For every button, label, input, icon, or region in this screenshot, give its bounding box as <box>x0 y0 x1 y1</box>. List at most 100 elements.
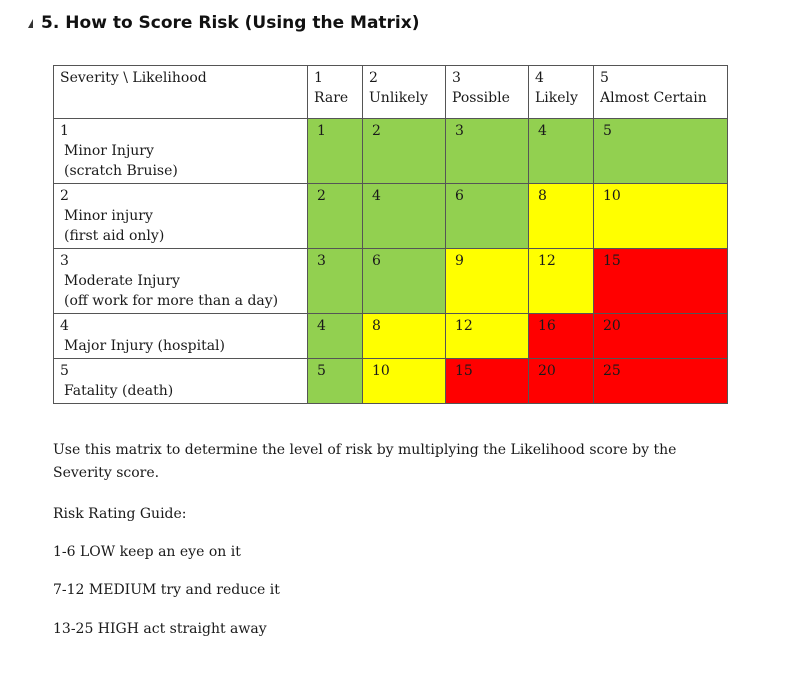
severity-cell: 1 Minor Injury (scratch Bruise) <box>53 118 308 184</box>
score-value: 4 <box>538 123 547 139</box>
score-value: 4 <box>372 188 381 204</box>
score-cell: 20 <box>593 313 728 359</box>
score-cell: 5 <box>307 358 363 404</box>
severity-detail: (off work for more than a day) <box>64 293 279 309</box>
likelihood-label: Rare <box>314 90 349 106</box>
score-cell: 6 <box>445 183 529 249</box>
score-value: 3 <box>317 253 326 269</box>
severity-number: 3 <box>60 253 69 269</box>
score-value: 12 <box>538 253 556 269</box>
section-number: 5. <box>41 13 60 33</box>
score-value: 20 <box>603 318 621 334</box>
severity-detail: (first aid only) <box>64 228 165 244</box>
severity-row-2: 2 Minor injury (first aid only) 2 4 6 8 … <box>53 183 728 249</box>
score-value: 16 <box>538 318 556 334</box>
score-cell: 3 <box>307 248 363 314</box>
score-value: 2 <box>372 123 381 139</box>
severity-row-3: 3 Moderate Injury (off work for more tha… <box>53 248 728 314</box>
score-cell: 3 <box>445 118 529 184</box>
corner-cell: Severity \ Likelihood <box>53 65 308 119</box>
severity-cell: 2 Minor injury (first aid only) <box>53 183 308 249</box>
score-cell: 10 <box>362 358 446 404</box>
severity-label: Moderate Injury <box>64 273 180 289</box>
score-value: 1 <box>317 123 326 139</box>
score-cell: 8 <box>362 313 446 359</box>
score-cell: 5 <box>593 118 728 184</box>
severity-label: Major Injury (hospital) <box>64 338 225 354</box>
score-value: 20 <box>538 363 556 379</box>
score-value: 8 <box>372 318 381 334</box>
likelihood-label: Likely <box>535 90 578 106</box>
severity-number: 2 <box>60 188 69 204</box>
score-value: 25 <box>603 363 621 379</box>
likelihood-number: 5 <box>600 70 609 86</box>
score-value: 15 <box>603 253 621 269</box>
score-cell: 25 <box>593 358 728 404</box>
collapse-triangle-icon[interactable] <box>28 18 33 28</box>
likelihood-label: Almost Certain <box>600 90 707 106</box>
score-cell: 15 <box>445 358 529 404</box>
likelihood-label: Possible <box>452 90 510 106</box>
likelihood-header-3: 3 Possible <box>445 65 529 119</box>
rating-low-text: 1-6 LOW keep an eye on it <box>53 544 241 560</box>
likelihood-header-1: 1 Rare <box>307 65 363 119</box>
score-cell: 16 <box>528 313 594 359</box>
score-cell: 12 <box>445 313 529 359</box>
score-value: 6 <box>455 188 464 204</box>
score-value: 12 <box>455 318 473 334</box>
likelihood-header-5: 5 Almost Certain <box>593 65 728 119</box>
section-heading: 5. How to Score Risk (Using the Matrix) <box>28 10 420 36</box>
severity-row-1: 1 Minor Injury (scratch Bruise) 1 2 3 4 … <box>53 118 728 184</box>
score-value: 9 <box>455 253 464 269</box>
score-value: 3 <box>455 123 464 139</box>
severity-number: 4 <box>60 318 69 334</box>
score-cell: 15 <box>593 248 728 314</box>
score-cell: 2 <box>307 183 363 249</box>
score-cell: 6 <box>362 248 446 314</box>
score-value: 6 <box>372 253 381 269</box>
score-cell: 20 <box>528 358 594 404</box>
severity-label: Minor Injury <box>64 143 154 159</box>
score-value: 5 <box>603 123 612 139</box>
score-cell: 2 <box>362 118 446 184</box>
score-value: 4 <box>317 318 326 334</box>
score-value: 2 <box>317 188 326 204</box>
score-value: 8 <box>538 188 547 204</box>
score-cell: 10 <box>593 183 728 249</box>
severity-cell: 5 Fatality (death) <box>53 358 308 404</box>
severity-detail: (scratch Bruise) <box>64 163 178 179</box>
score-cell: 4 <box>528 118 594 184</box>
severity-label: Minor injury <box>64 208 153 224</box>
likelihood-number: 1 <box>314 70 323 86</box>
risk-rating-guide-title: Risk Rating Guide: <box>53 506 187 522</box>
score-cell: 4 <box>362 183 446 249</box>
likelihood-number: 2 <box>369 70 378 86</box>
score-cell: 4 <box>307 313 363 359</box>
severity-row-4: 4 Major Injury (hospital) 4 8 12 16 20 <box>53 313 728 359</box>
risk-matrix-table: Severity \ Likelihood 1 Rare 2 Unlikely … <box>53 65 728 404</box>
score-value: 10 <box>372 363 390 379</box>
section-title: How to Score Risk (Using the Matrix) <box>65 13 420 33</box>
severity-number: 5 <box>60 363 69 379</box>
likelihood-number: 3 <box>452 70 461 86</box>
instructions-paragraph: Use this matrix to determine the level o… <box>53 442 677 481</box>
likelihood-header-4: 4 Likely <box>528 65 594 119</box>
rating-medium-text: 7-12 MEDIUM try and reduce it <box>53 582 280 598</box>
severity-cell: 3 Moderate Injury (off work for more tha… <box>53 248 308 314</box>
score-value: 15 <box>455 363 473 379</box>
severity-label: Fatality (death) <box>64 383 174 399</box>
header-row: Severity \ Likelihood 1 Rare 2 Unlikely … <box>53 65 728 119</box>
severity-cell: 4 Major Injury (hospital) <box>53 313 308 359</box>
rating-high-text: 13-25 HIGH act straight away <box>53 621 267 637</box>
score-cell: 8 <box>528 183 594 249</box>
score-value: 5 <box>317 363 326 379</box>
severity-number: 1 <box>60 123 69 139</box>
likelihood-number: 4 <box>535 70 544 86</box>
score-value: 10 <box>603 188 621 204</box>
severity-row-5: 5 Fatality (death) 5 10 15 20 25 <box>53 358 728 404</box>
likelihood-label: Unlikely <box>369 90 428 106</box>
likelihood-header-2: 2 Unlikely <box>362 65 446 119</box>
score-cell: 9 <box>445 248 529 314</box>
score-cell: 12 <box>528 248 594 314</box>
score-cell: 1 <box>307 118 363 184</box>
